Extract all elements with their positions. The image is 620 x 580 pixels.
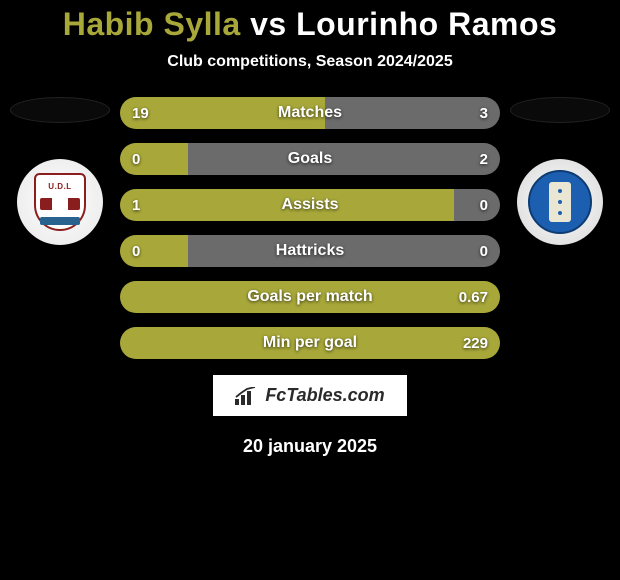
stat-row: 0 Hattricks 0 [120, 235, 500, 267]
stat-value-left: 1 [132, 197, 140, 214]
stat-value-right: 2 [480, 151, 488, 168]
vs-text: vs [250, 6, 287, 42]
badge-shield-right [528, 170, 592, 234]
stat-bar-right [188, 143, 500, 175]
stat-bar-left [120, 235, 188, 267]
footer-site-name: FcTables.com [265, 385, 384, 406]
stat-bar-right [325, 97, 500, 129]
badge-left-text: U.D.L [48, 182, 71, 191]
stat-row: Min per goal 229 [120, 327, 500, 359]
stat-label: Assists [282, 196, 339, 214]
stat-bar-right [454, 189, 500, 221]
stat-row: Goals per match 0.67 [120, 281, 500, 313]
badge-left-bot [40, 217, 80, 225]
stat-value-right: 0.67 [459, 289, 488, 306]
badge-right-inner [549, 182, 571, 222]
left-ellipse [10, 97, 110, 123]
stat-row: 19 Matches 3 [120, 97, 500, 129]
comparison-title: Habib Sylla vs Lourinho Ramos [63, 6, 558, 43]
right-ellipse [510, 97, 610, 123]
date-text: 20 january 2025 [243, 436, 377, 457]
stat-bar-left [120, 327, 143, 359]
stat-row: 1 Assists 0 [120, 189, 500, 221]
stat-label: Goals per match [247, 288, 372, 306]
badge-left-mid [40, 198, 80, 210]
stat-label: Min per goal [263, 334, 357, 352]
player1-name: Habib Sylla [63, 6, 241, 42]
stat-bar-left [120, 143, 188, 175]
player1-club-badge: U.D.L [17, 159, 103, 245]
subtitle: Club competitions, Season 2024/2025 [167, 53, 452, 71]
badge-shield-left: U.D.L [34, 173, 86, 231]
stat-bars: 19 Matches 3 0 Goals 2 1 Assists 0 0 Hattricks 0 Goa… [120, 97, 500, 359]
stat-row: 0 Goals 2 [120, 143, 500, 175]
right-side [510, 97, 610, 245]
stat-value-left: 19 [132, 105, 149, 122]
left-side: U.D.L [10, 97, 110, 245]
stat-value-right: 0 [480, 243, 488, 260]
player2-name: Lourinho Ramos [296, 6, 557, 42]
footer-logo: FcTables.com [213, 375, 406, 416]
stat-value-right: 229 [463, 335, 488, 352]
player2-club-badge [517, 159, 603, 245]
stat-value-right: 3 [480, 105, 488, 122]
fctables-chart-icon [235, 387, 257, 405]
stat-label: Goals [288, 150, 332, 168]
stat-value-left: 0 [132, 243, 140, 260]
stat-value-right: 0 [480, 197, 488, 214]
stat-bar-left [120, 281, 143, 313]
stat-label: Hattricks [276, 242, 344, 260]
stat-value-left: 0 [132, 151, 140, 168]
main-content: U.D.L 19 Matches 3 0 Goals 2 1 Assists 0 0 Hattric… [0, 97, 620, 359]
stat-label: Matches [278, 104, 342, 122]
